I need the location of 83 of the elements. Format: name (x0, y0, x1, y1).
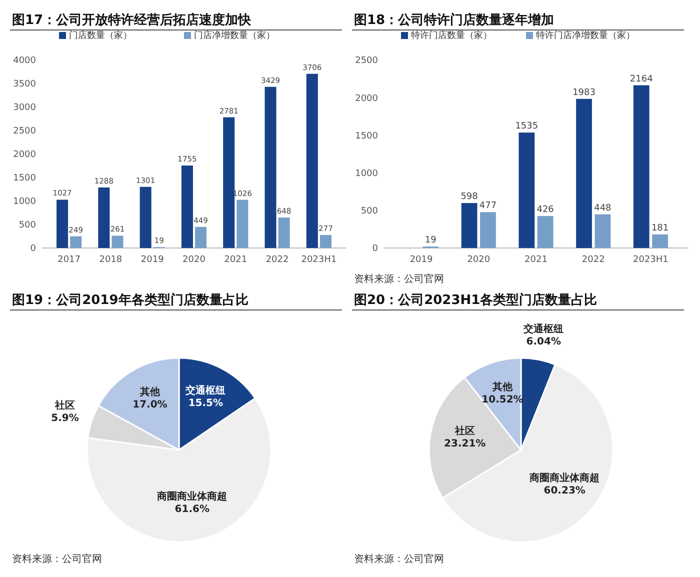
bar (306, 74, 318, 248)
x-tick-label: 2022 (582, 255, 605, 265)
data-label: 6.04% (526, 336, 561, 348)
slice-label: 其他 (491, 381, 514, 394)
y-tick-label: 2500 (355, 56, 378, 66)
data-label: 448 (594, 203, 612, 214)
bar (56, 200, 68, 248)
bar (576, 98, 592, 248)
slice-label: 交通枢纽 (184, 384, 226, 397)
y-tick-label: 1000 (13, 197, 36, 208)
data-label: 1983 (572, 88, 596, 98)
bar (594, 214, 611, 248)
bar (98, 187, 110, 248)
x-tick-label: 2023H1 (633, 255, 668, 265)
y-tick-label: 2500 (13, 126, 36, 137)
y-tick-label: 1500 (13, 174, 36, 184)
text: 资料来源：公司官网 (354, 273, 444, 285)
data-label: 477 (479, 201, 497, 212)
bar (461, 203, 478, 248)
x-tick-label: 2017 (58, 255, 81, 265)
y-tick-label: 2000 (355, 94, 378, 104)
legend-label: 门店净增数量（家） (194, 30, 275, 41)
y-tick-label: 500 (18, 220, 36, 231)
bar (140, 186, 152, 248)
data-label: 60.23% (544, 485, 586, 496)
x-tick-label: 2018 (99, 255, 122, 265)
slice-label: 社区 (54, 399, 75, 412)
data-label: 15.5% (188, 398, 224, 410)
slice-label: 其他 (138, 386, 161, 398)
y-tick-label: 0 (30, 244, 36, 254)
bar (320, 234, 332, 248)
slice-label: 交通枢纽 (522, 323, 564, 336)
x-tick-label: 2021 (224, 255, 248, 265)
text: 资料来源：公司官网 (354, 553, 444, 565)
data-label: 1535 (515, 122, 538, 132)
bar (236, 200, 248, 248)
data-label: 181 (651, 223, 669, 234)
y-tick-label: 0 (372, 244, 378, 254)
data-label: 23.21% (444, 438, 486, 450)
data-label: 61.6% (174, 504, 210, 516)
x-tick-label: 2019 (140, 255, 164, 265)
data-label: 17.0% (132, 399, 168, 410)
bar (480, 212, 496, 248)
slice-label: 商圈商业体商超 (156, 490, 228, 503)
data-label: 2164 (630, 74, 654, 84)
legend-label: 特许门店净增数量（家） (536, 30, 635, 41)
y-tick-label: 3000 (13, 103, 36, 114)
bar (633, 85, 650, 248)
chart-title: 图18：公司特许门店数量逐年增加 (354, 12, 554, 28)
bar (652, 234, 668, 248)
y-tick-label: 1500 (355, 131, 378, 142)
chart-title: 图20：公司2023H1各类型门店数量占比 (354, 292, 598, 308)
bar (278, 218, 290, 248)
data-label: 426 (536, 204, 554, 215)
x-tick-label: 2021 (524, 255, 548, 265)
x-tick-label: 2019 (410, 255, 434, 265)
bar (223, 117, 235, 248)
bar (112, 236, 124, 248)
bar (70, 236, 82, 248)
bar (181, 166, 193, 248)
y-tick-label: 3500 (13, 80, 36, 90)
y-tick-label: 1000 (355, 168, 378, 179)
y-tick-label: 500 (360, 206, 378, 217)
legend-label: 门店数量（家） (69, 30, 132, 41)
x-tick-label: 2020 (467, 255, 490, 265)
y-tick-label: 2000 (13, 150, 36, 160)
bar (195, 226, 207, 248)
text: 资料来源：公司官网 (12, 553, 102, 565)
chart-title: 图17：公司开放特许经营后拓店速度加快 (12, 12, 252, 28)
bar (537, 216, 554, 248)
data-label: 5.9% (51, 412, 79, 424)
bar (518, 132, 535, 248)
data-label: 598 (460, 192, 478, 202)
x-tick-label: 2022 (266, 255, 289, 265)
x-tick-label: 2020 (182, 255, 206, 265)
x-tick-label: 2023H1 (301, 255, 337, 265)
y-tick-label: 4000 (13, 56, 36, 66)
bar (264, 86, 276, 248)
slice-label: 社区 (454, 424, 475, 437)
slice-label: 商圈商业体商超 (528, 472, 600, 484)
legend-label: 特许门店数量（家） (411, 30, 492, 41)
data-label: 19 (424, 236, 437, 246)
chart-title: 图19：公司2019年各类型门店数量占比 (12, 292, 248, 308)
